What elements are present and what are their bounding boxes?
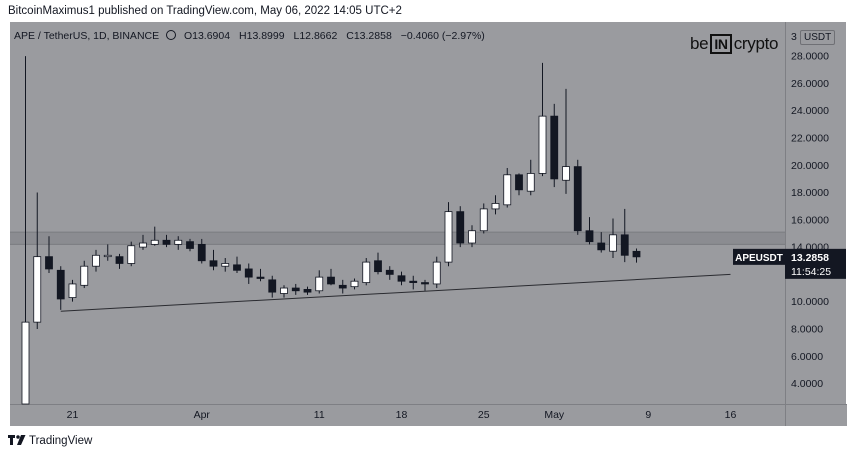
currency-label[interactable]: USDT [800, 30, 836, 45]
chart-pane[interactable] [10, 22, 785, 404]
ohlc-open: O13.6904 [183, 30, 231, 42]
tradingview-logo-icon [8, 435, 26, 445]
ohlc-low: L12.8662 [293, 30, 338, 42]
visibility-dot-icon [166, 30, 177, 40]
footer: TradingView [0, 426, 850, 457]
axis-corner [785, 404, 847, 427]
chart-legend: APE / TetherUS, 1D, BINANCE O13.6904 H13… [14, 30, 485, 42]
time-axis[interactable] [10, 404, 785, 427]
publish-info: BitcoinMaximus1 published on TradingView… [8, 5, 402, 17]
ohlc-high: H13.8999 [239, 30, 285, 42]
ohlc-close: C13.2858 [346, 30, 392, 42]
tradingview-name: TradingView [29, 435, 93, 447]
symbol-title[interactable]: APE / TetherUS, 1D, BINANCE [14, 30, 160, 42]
ohlc-change: −0.4060 (−2.97%) [400, 30, 485, 42]
price-axis[interactable] [785, 22, 846, 404]
publish-bar: BitcoinMaximus1 published on TradingView… [0, 0, 850, 22]
beincrypto-logo: be IN crypto [690, 34, 779, 54]
